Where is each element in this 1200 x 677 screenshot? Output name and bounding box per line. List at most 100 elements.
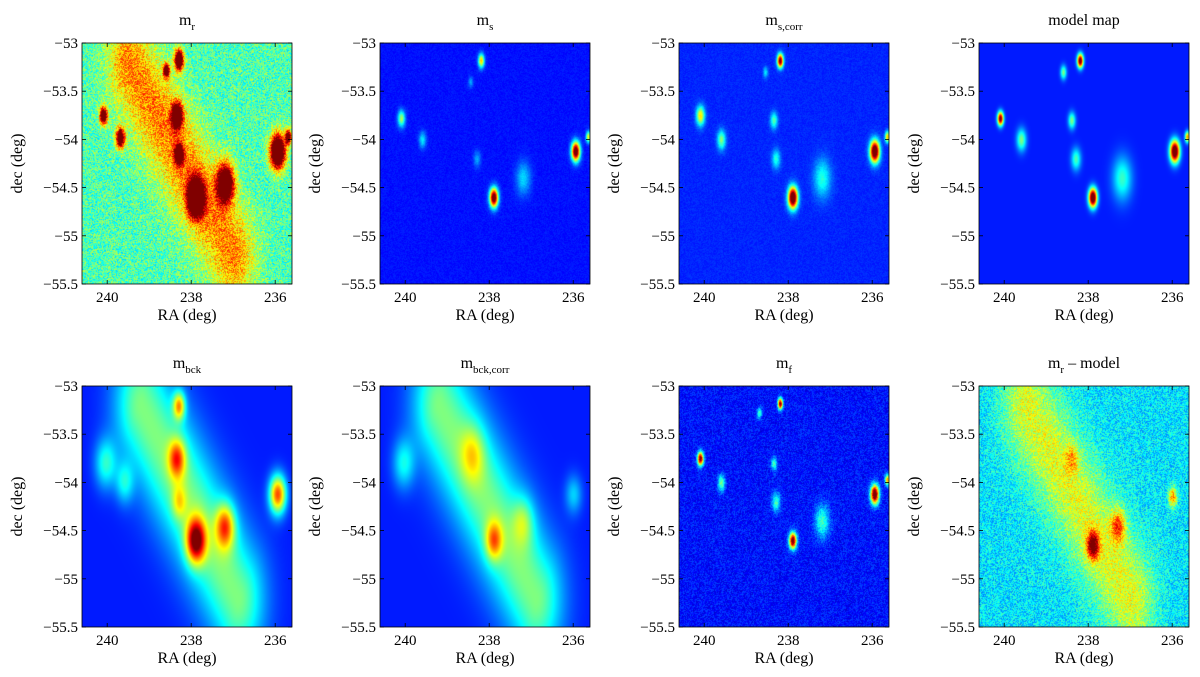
y-axis-label: dec (deg) <box>307 477 324 537</box>
x-tick-label: 236 <box>264 633 287 649</box>
y-tick-label: −55.5 <box>640 277 675 293</box>
heatmap-image <box>679 43 889 284</box>
y-tick-label: −55 <box>55 572 78 588</box>
x-tick-label: 236 <box>1161 633 1184 649</box>
y-tick-label: −54.5 <box>43 181 78 197</box>
y-tick-label: −53.5 <box>640 84 675 100</box>
panel-title-main: m <box>179 12 192 29</box>
y-tick-label: −55.5 <box>341 277 376 293</box>
y-tick-label: −55 <box>952 572 975 588</box>
y-tick-label: −53.5 <box>341 427 376 443</box>
x-axis-label: RA (deg) <box>157 307 216 324</box>
panel-title: mbck <box>173 355 202 376</box>
plot-frame <box>978 385 1190 628</box>
panel-title-sub: s,corr <box>778 21 803 33</box>
y-tick-label: −53 <box>952 36 975 52</box>
panel-title-sub: f <box>788 364 792 376</box>
y-tick-label: −54.5 <box>640 181 675 197</box>
x-axis-label: RA (deg) <box>754 650 813 667</box>
heatmap-image <box>380 43 590 284</box>
x-tick-label: 236 <box>861 290 884 306</box>
panel: ms −53 −53.5 −54 −54.5 −55 −55.5 240 238 236 RA (d… <box>307 12 591 324</box>
x-tick-label: 236 <box>562 290 585 306</box>
y-tick-label: −53.5 <box>43 84 78 100</box>
y-tick-label: −55.5 <box>940 277 975 293</box>
panel-title: mbck,corr <box>461 355 510 376</box>
y-tick-label: −54.5 <box>341 181 376 197</box>
heatmap-image <box>82 386 292 627</box>
panel-title: ms,corr <box>765 12 803 33</box>
x-tick-label: 236 <box>562 633 585 649</box>
y-tick-label: −54.5 <box>940 181 975 197</box>
y-tick-label: −53.5 <box>940 427 975 443</box>
y-axis-label: dec (deg) <box>606 477 623 537</box>
y-tick-label: −54 <box>952 475 976 491</box>
y-tick-label: −55 <box>652 229 675 245</box>
x-tick-label: 238 <box>777 290 800 306</box>
x-axis-label: RA (deg) <box>455 307 514 324</box>
plot-frame <box>379 42 591 285</box>
y-tick-label: −54 <box>55 132 79 148</box>
heatmap-image <box>380 386 590 627</box>
x-tick-label: 236 <box>264 290 287 306</box>
y-axis-label: dec (deg) <box>307 134 324 194</box>
y-tick-label: −55 <box>952 229 975 245</box>
panel-title-sub: s <box>489 21 493 33</box>
plot-frame <box>81 385 293 628</box>
y-tick-label: −54.5 <box>43 524 78 540</box>
y-tick-label: −53 <box>952 379 975 395</box>
y-tick-label: −54 <box>353 475 377 491</box>
x-axis-label: RA (deg) <box>1054 650 1113 667</box>
y-axis-label: dec (deg) <box>9 477 26 537</box>
heatmap-image <box>979 43 1189 284</box>
y-tick-label: −53 <box>652 36 675 52</box>
panel-title-sub: r <box>1060 364 1064 376</box>
x-tick-label: 238 <box>180 290 203 306</box>
y-tick-label: −53 <box>353 379 376 395</box>
plot-frame <box>978 42 1190 285</box>
panel-title: model map <box>1048 12 1120 29</box>
y-tick-label: −53.5 <box>341 84 376 100</box>
panel: mf −53 −53.5 −54 −54.5 −55 −55.5 240 238 236 RA (d… <box>606 355 890 667</box>
x-axis-label: RA (deg) <box>754 307 813 324</box>
y-tick-label: −55 <box>353 229 376 245</box>
panel-title-main: m <box>173 355 186 372</box>
y-tick-label: −53.5 <box>640 427 675 443</box>
panel-title-main: m <box>765 12 778 29</box>
y-axis-label: dec (deg) <box>606 134 623 194</box>
plot-frame <box>379 385 591 628</box>
panel: model map −53 −53.5 −54 −54.5 −55 −55.5 240 238 2… <box>906 12 1190 324</box>
y-tick-label: −55.5 <box>640 620 675 636</box>
y-tick-label: −55.5 <box>43 277 78 293</box>
heatmap-image <box>679 386 889 627</box>
y-tick-label: −54.5 <box>341 524 376 540</box>
y-tick-label: −54 <box>55 475 79 491</box>
y-tick-label: −55.5 <box>940 620 975 636</box>
panel-title: mr <box>179 12 195 33</box>
y-tick-label: −53 <box>652 379 675 395</box>
x-tick-label: 240 <box>693 633 716 649</box>
panel-title: ms <box>477 12 494 33</box>
panel-title: mr – model <box>1048 355 1121 376</box>
x-tick-label: 236 <box>861 633 884 649</box>
x-tick-label: 238 <box>180 633 203 649</box>
x-tick-label: 240 <box>394 633 417 649</box>
x-tick-label: 240 <box>96 633 119 649</box>
x-tick-label: 240 <box>96 290 119 306</box>
panel-title-main: m <box>1048 355 1061 372</box>
y-tick-label: −54 <box>353 132 377 148</box>
plot-frame <box>678 385 890 628</box>
y-tick-label: −54 <box>952 132 976 148</box>
y-tick-label: −53 <box>55 379 78 395</box>
y-tick-label: −54 <box>652 132 676 148</box>
y-tick-label: −53.5 <box>940 84 975 100</box>
panel-title-sub: r <box>191 21 195 33</box>
x-axis-label: RA (deg) <box>455 650 514 667</box>
y-tick-label: −53 <box>55 36 78 52</box>
x-tick-label: 238 <box>1077 633 1100 649</box>
y-axis-label: dec (deg) <box>906 477 923 537</box>
panel-title-main: model map <box>1048 12 1120 29</box>
panel-title-main: m <box>461 355 474 372</box>
